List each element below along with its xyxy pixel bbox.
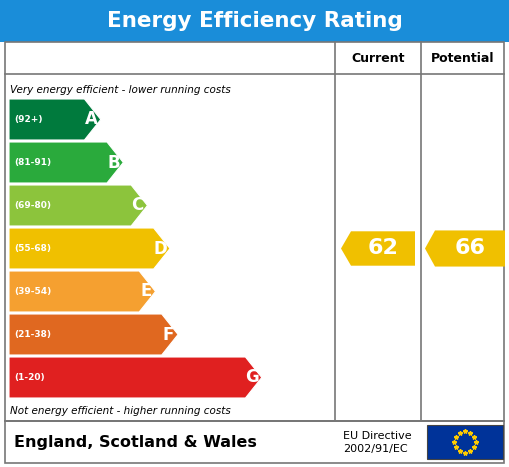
- Text: G: G: [245, 368, 259, 387]
- Text: D: D: [153, 240, 167, 257]
- Text: (21-38): (21-38): [14, 330, 51, 339]
- Text: Current: Current: [351, 51, 405, 64]
- Polygon shape: [9, 142, 123, 183]
- Polygon shape: [9, 185, 148, 226]
- Text: EU Directive: EU Directive: [343, 431, 412, 441]
- Text: (69-80): (69-80): [14, 201, 51, 210]
- Text: Very energy efficient - lower running costs: Very energy efficient - lower running co…: [10, 85, 231, 95]
- Text: C: C: [131, 197, 144, 214]
- Text: Energy Efficiency Rating: Energy Efficiency Rating: [106, 11, 403, 31]
- Text: Not energy efficient - higher running costs: Not energy efficient - higher running co…: [10, 406, 231, 416]
- Polygon shape: [9, 314, 178, 355]
- Polygon shape: [9, 357, 262, 398]
- Text: E: E: [140, 283, 151, 300]
- Text: F: F: [162, 325, 174, 344]
- Text: Potential: Potential: [431, 51, 494, 64]
- Polygon shape: [341, 231, 415, 266]
- Polygon shape: [9, 99, 101, 140]
- Bar: [0, 0, 509, 42]
- Text: B: B: [107, 154, 120, 171]
- Text: (39-54): (39-54): [14, 287, 51, 296]
- Bar: [5, 421, 504, 463]
- Text: (92+): (92+): [14, 115, 42, 124]
- Text: England, Scotland & Wales: England, Scotland & Wales: [14, 434, 257, 450]
- Text: (1-20): (1-20): [14, 373, 45, 382]
- Bar: [427, 425, 503, 459]
- Text: 62: 62: [367, 239, 399, 259]
- Text: 66: 66: [455, 239, 486, 259]
- Text: 2002/91/EC: 2002/91/EC: [343, 444, 408, 454]
- Polygon shape: [425, 230, 505, 267]
- Text: (81-91): (81-91): [14, 158, 51, 167]
- Polygon shape: [9, 228, 170, 269]
- Bar: [5, 42, 504, 421]
- Text: (55-68): (55-68): [14, 244, 51, 253]
- Text: A: A: [84, 111, 97, 128]
- Polygon shape: [9, 271, 156, 312]
